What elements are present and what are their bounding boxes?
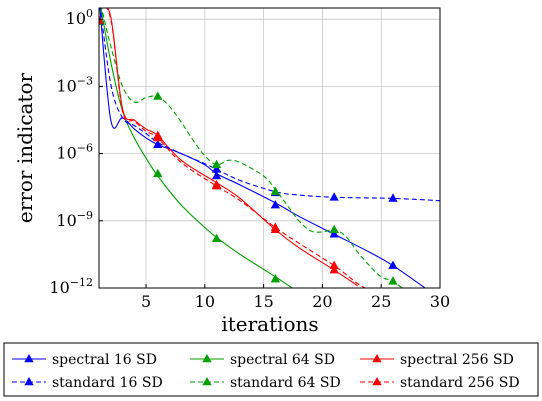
data-point (211, 164, 222, 173)
y-tick-label: 100 (66, 7, 93, 28)
legend-label: spectral 256 SD (400, 352, 514, 368)
legend-label: spectral 16 SD (52, 352, 157, 368)
series-line (101, 8, 403, 288)
legend-entry: standard 16 SD (12, 375, 163, 391)
data-point (329, 192, 339, 201)
data-point (211, 181, 222, 190)
y-tick-label: 10−9 (56, 209, 93, 230)
data-point (270, 222, 281, 231)
legend-label: spectral 64 SD (230, 352, 335, 368)
data-point (329, 229, 339, 238)
y-tick-base: 10 (56, 144, 76, 163)
legend-swatch-marker (24, 376, 34, 386)
legend-entry: standard 64 SD (190, 375, 341, 391)
data-point (211, 159, 222, 169)
legend-swatch-marker (372, 376, 382, 386)
y-tick-exponent: −9 (77, 209, 93, 222)
legend-entry: standard 256 SD (360, 375, 520, 391)
series-spectral-16-sd (99, 8, 427, 288)
legend-label: standard 256 SD (400, 375, 520, 391)
data-point (388, 260, 398, 269)
legend-swatch-marker (202, 353, 212, 363)
legend: spectral 16 SD spectral 64 SD spectral 256… (3, 342, 539, 397)
y-axis-title: error indicator (13, 72, 37, 223)
legend-entry: spectral 16 SD (12, 352, 157, 368)
legend-entry: spectral 64 SD (190, 352, 335, 368)
series-line (99, 8, 440, 202)
y-tick-exponent: 0 (86, 7, 93, 20)
y-tick-base: 10 (49, 278, 69, 297)
legend-box (3, 342, 539, 397)
x-tick-label: 15 (253, 292, 273, 311)
y-tick-label: 10−6 (56, 142, 93, 163)
legend-swatch-marker (202, 376, 212, 386)
y-tick-base: 10 (56, 211, 76, 230)
data-point (388, 193, 398, 202)
data-point (388, 276, 398, 285)
data-point (153, 168, 163, 178)
y-tick-exponent: −6 (77, 142, 93, 155)
y-tick-exponent: −12 (70, 276, 93, 289)
y-tick-base: 10 (56, 76, 76, 95)
data-point (329, 260, 339, 269)
x-axis: 5 10 15 20 25 30 (141, 284, 450, 311)
plot-frame (98, 7, 441, 289)
legend-entry: spectral 256 SD (360, 352, 514, 368)
data-point (329, 265, 339, 274)
series-line (99, 8, 427, 288)
x-tick-label: 25 (371, 292, 391, 311)
x-tick-label: 20 (312, 292, 332, 311)
data-point (153, 91, 163, 100)
grid (99, 8, 441, 288)
series-standard-256-sd (99, 8, 367, 288)
x-axis-title: iterations (221, 312, 318, 336)
x-tick-label: 30 (430, 292, 450, 311)
data-point (329, 224, 339, 234)
x-tick-label: 5 (141, 292, 151, 311)
series-standard-16-sd (99, 8, 440, 202)
legend-swatch-marker (24, 353, 34, 363)
data-point (211, 170, 222, 180)
legend-label: standard 64 SD (230, 375, 341, 391)
data-point (270, 186, 281, 195)
series-line (100, 8, 294, 288)
data-point (153, 132, 163, 142)
legend-swatch-marker (372, 353, 382, 363)
data-point (99, 15, 104, 24)
data-point (211, 233, 222, 243)
y-tick-base: 10 (66, 9, 86, 28)
data-point (270, 274, 281, 283)
y-tick-label: 10−3 (56, 74, 93, 95)
data-point (270, 200, 281, 209)
x-tick-label: 10 (195, 292, 215, 311)
series-layer (99, 8, 440, 288)
legend-label: standard 16 SD (52, 375, 163, 391)
series-spectral-256-sd (99, 8, 358, 287)
series-line (106, 8, 367, 288)
y-tick-label: 10−12 (49, 276, 93, 297)
y-tick-exponent: −3 (77, 74, 93, 87)
